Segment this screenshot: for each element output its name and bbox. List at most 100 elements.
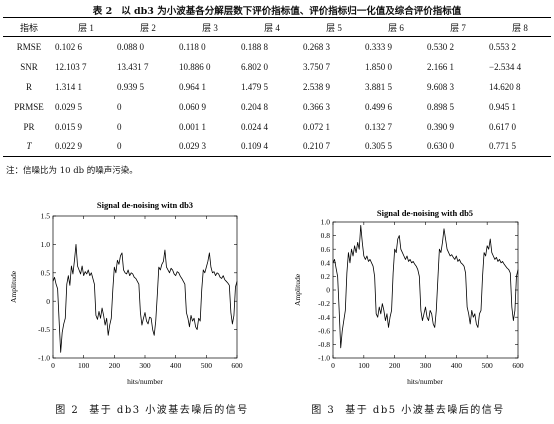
table-cell: 0.024 4 <box>241 121 268 132</box>
header-cell-level-6: 层 6 <box>365 17 427 37</box>
y-tick-label: 1.0 <box>321 218 331 227</box>
x-tick-label: 100 <box>358 361 370 370</box>
row-label: R <box>25 81 32 92</box>
y-tick-label: 0 <box>326 286 330 295</box>
table-cell: 0.964 1 <box>179 81 206 92</box>
y-tick-label: 0.5 <box>41 268 51 277</box>
table-cell: 0.390 9 <box>427 121 454 132</box>
table-cell: 3.750 7 <box>303 61 330 72</box>
row-label: SNR <box>20 61 38 72</box>
table-cell: 0 <box>117 121 122 132</box>
row-label: T <box>3 136 55 157</box>
figure-caption-text: 基于 db3 小波基去噪后的信号 <box>89 405 249 416</box>
y-tick-label: 0 <box>46 297 50 306</box>
table-caption: 表 2 以 db3 为小波基各分解层数下评价指标值、评价指标归一化值及综合评价指标… <box>0 3 554 17</box>
table-cell: 9.608 3 <box>427 81 454 92</box>
table-note: 注：信噪比为 10 db 的噪声污染。 <box>6 166 138 176</box>
plot-area: 0 100 200 300 400 500 600 -1.0 -0.5 0 0.5 1.0 1.5 <box>38 212 243 370</box>
x-axis-label: hits/number <box>127 377 163 386</box>
y-tick-label: 0.6 <box>321 245 331 254</box>
y-tick-label: -0.6 <box>318 326 330 335</box>
table-cell: 0.029 5 <box>55 101 82 112</box>
table-cell: 6.802 0 <box>241 61 268 72</box>
x-tick-label: 500 <box>201 361 213 370</box>
table-cell: 0.072 1 <box>303 121 330 132</box>
figure-number: 图 3 <box>311 405 336 416</box>
x-tick-label: 0 <box>51 361 55 370</box>
x-axis-label: hits/number <box>407 377 443 386</box>
table-row-r: R 1.314 1 0.939 5 0.964 1 1.479 5 2.538 … <box>3 77 551 97</box>
header-cell-level-8: 层 8 <box>489 17 551 37</box>
figure-caption-3: 图 3 基于 db5 小波基去噪后的信号 <box>268 401 548 416</box>
table-cell: 0.029 3 <box>179 136 241 157</box>
y-axis-label: Amplitude <box>293 273 302 306</box>
header-cell-level-7: 层 7 <box>427 17 489 37</box>
row-label: PR <box>23 121 35 132</box>
table-cell: 0.268 3 <box>303 41 330 52</box>
x-tick-label: 200 <box>109 361 121 370</box>
table-cell: 0.132 7 <box>365 121 392 132</box>
header-cell-level-3: 层 3 <box>179 17 241 37</box>
y-axis-label: Amplitude <box>9 270 18 303</box>
y-tick-label: -0.4 <box>318 313 330 322</box>
table-title: 以 db3 为小波基各分解层数下评价指标值、评价指标归一化值及综合评价指标值 <box>121 6 462 17</box>
table-cell: 0.305 5 <box>365 136 427 157</box>
x-tick-label: 300 <box>420 361 432 370</box>
series-line <box>52 244 238 353</box>
table-cell: 0.109 4 <box>241 136 303 157</box>
table-cell: 10.886 0 <box>179 61 211 72</box>
y-tick-label: -0.8 <box>318 340 330 349</box>
table-cell: 0.630 0 <box>427 136 489 157</box>
table-cell: 0.499 6 <box>365 101 392 112</box>
figure-number: 图 2 <box>55 405 80 416</box>
x-tick-label: 600 <box>231 361 243 370</box>
table-row-t: T 0.022 9 0 0.029 3 0.109 4 0.210 7 0.30… <box>3 136 551 157</box>
x-tick-label: 400 <box>170 361 182 370</box>
table-cell: 0.333 9 <box>365 41 392 52</box>
x-tick-label: 500 <box>482 361 494 370</box>
table-cell: 0.945 1 <box>489 101 516 112</box>
y-tick-label: -0.2 <box>318 299 330 308</box>
header-cell-level-2: 层 2 <box>117 17 179 37</box>
chart-db5: Signal de-noising with db5 hits/number A… <box>293 208 524 386</box>
table-cell: 0.204 8 <box>241 101 268 112</box>
table-number: 表 2 <box>92 6 113 17</box>
table-header-row: 指标 层 1 层 2 层 3 层 4 层 5 层 6 层 7 层 8 <box>3 17 551 37</box>
table-cell: 0.210 7 <box>303 136 365 157</box>
figure-caption-2: 图 2 基于 db3 小波基去噪后的信号 <box>12 401 292 416</box>
table-cell: 0.530 2 <box>427 41 454 52</box>
table-row-pr: PR 0.015 9 0 0.001 1 0.024 4 0.072 1 0.1… <box>3 117 551 137</box>
chart-db3: Signal de-noising witn db3 hits/number A… <box>9 200 243 386</box>
table-cell: 0.939 5 <box>117 81 144 92</box>
y-tick-label: 0.8 <box>321 231 331 240</box>
table-cell: 1.850 0 <box>365 61 392 72</box>
y-tick-label: 0.4 <box>321 258 331 267</box>
table-row-snr: SNR 12.103 7 13.431 7 10.886 0 6.802 0 3… <box>3 57 551 77</box>
table-cell: 12.103 7 <box>55 61 87 72</box>
y-tick-label: 1.0 <box>41 240 51 249</box>
chart-title: Signal de-noising witn db3 <box>97 200 193 210</box>
table-cell: 0.771 5 <box>489 136 551 157</box>
table-cell: 0.102 6 <box>55 41 82 52</box>
table-cell: 13.431 7 <box>117 61 149 72</box>
table-cell: 0.088 0 <box>117 41 144 52</box>
x-tick-label: 300 <box>139 361 151 370</box>
x-tick-label: 200 <box>389 361 401 370</box>
header-cell-level-5: 层 5 <box>303 17 365 37</box>
y-tick-label: -0.5 <box>38 325 50 334</box>
row-label: RMSE <box>16 41 42 52</box>
table-row-rmse: RMSE 0.102 6 0.088 0 0.118 0 0.188 8 0.2… <box>3 37 551 57</box>
x-tick-label: 100 <box>78 361 90 370</box>
header-cell-indicator: 指标 <box>3 17 55 37</box>
header-cell-level-4: 层 4 <box>241 17 303 37</box>
table-cell: 0.015 9 <box>55 121 82 132</box>
table-cell: 0.118 0 <box>179 41 206 52</box>
x-tick-label: 600 <box>512 361 524 370</box>
table-row-prmse: PRMSE 0.029 5 0 0.060 9 0.204 8 0.366 3 … <box>3 97 551 117</box>
y-tick-label: 1.5 <box>41 212 51 221</box>
table-cell: 0.366 3 <box>303 101 330 112</box>
y-tick-label: -1.0 <box>38 354 50 363</box>
y-tick-label: 0.2 <box>321 272 331 281</box>
chart-title: Signal de-noising with db5 <box>377 208 473 218</box>
